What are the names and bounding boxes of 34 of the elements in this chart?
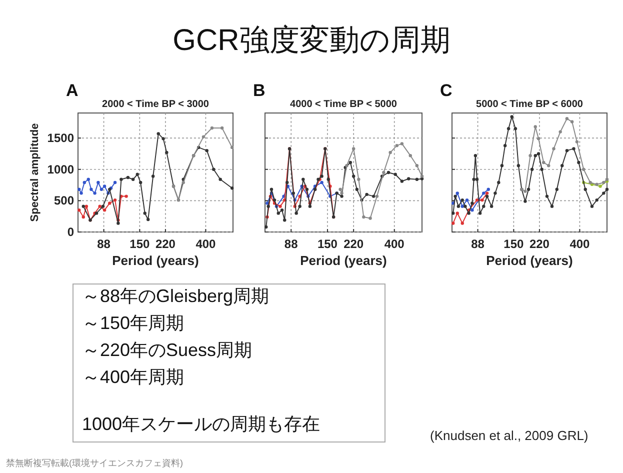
x-tick-label: 88: [284, 237, 298, 251]
x-tick-label: 220: [529, 237, 550, 251]
text: 禁無断複写転載(環境サイエンスカフェ資料): [6, 458, 183, 468]
chart-subtitle: 2000 < Time BP < 3000: [102, 99, 210, 110]
y-tick-label: 1000: [47, 162, 74, 176]
text: ～400年周期: [82, 367, 184, 387]
chart-subtitle: 5000 < Time BP < 6000: [476, 99, 584, 110]
text: ～220年のSuess周期: [82, 340, 252, 360]
chart-title: B: [253, 81, 266, 100]
y-tick-label: 0: [67, 225, 74, 239]
x-tick-label: 220: [155, 237, 176, 251]
text: (Knudsen et al., 2009 GRL): [430, 428, 588, 443]
x-axis-title: Period (years): [486, 253, 573, 268]
x-tick-label: 88: [97, 237, 111, 251]
chart-title: A: [66, 81, 78, 100]
x-tick-label: 150: [504, 237, 524, 251]
text: 1000年スケールの周期も存在: [82, 414, 320, 434]
text: ～88年のGleisberg周期: [82, 286, 270, 306]
x-axis-title: Period (years): [112, 253, 199, 268]
text: GCR強度変動の周期: [172, 24, 450, 57]
y-tick-label: 1500: [47, 131, 74, 146]
x-tick-label: 150: [317, 237, 338, 251]
text: ～150年周期: [82, 313, 184, 333]
y-axis-title: Spectral amplitude: [29, 123, 41, 222]
x-tick-label: 88: [471, 237, 485, 251]
chart-subtitle: 4000 < Time BP < 5000: [290, 99, 398, 110]
y-tick-label: 500: [54, 194, 74, 208]
chart-title: C: [440, 81, 452, 100]
x-axis-title: Period (years): [300, 253, 387, 268]
x-tick-label: 400: [196, 237, 216, 251]
x-tick-label: 400: [384, 237, 405, 251]
x-tick-label: 400: [570, 237, 590, 251]
x-tick-label: 220: [344, 237, 364, 251]
x-tick-label: 150: [130, 237, 150, 251]
